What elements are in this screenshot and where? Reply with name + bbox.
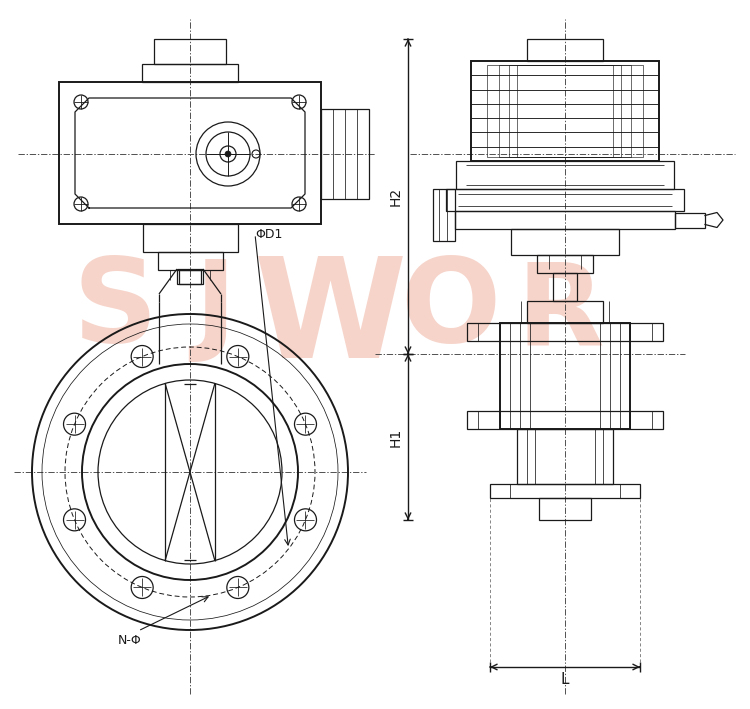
Text: L: L bbox=[561, 673, 569, 688]
Bar bbox=[517, 65, 613, 157]
Bar bbox=[471, 61, 659, 161]
Text: H2: H2 bbox=[389, 187, 403, 206]
Bar bbox=[455, 211, 675, 229]
Bar bbox=[142, 64, 238, 82]
Bar bbox=[517, 429, 613, 484]
Bar bbox=[487, 65, 643, 157]
Bar bbox=[630, 323, 652, 341]
Text: O: O bbox=[400, 252, 500, 367]
Bar bbox=[478, 411, 500, 429]
Bar bbox=[433, 189, 455, 241]
Bar bbox=[478, 323, 500, 341]
Bar bbox=[527, 39, 603, 61]
Text: J: J bbox=[194, 255, 236, 362]
Bar bbox=[630, 411, 652, 429]
Bar bbox=[500, 323, 630, 429]
Text: W: W bbox=[254, 252, 406, 386]
Bar bbox=[154, 39, 226, 64]
Bar bbox=[539, 498, 591, 520]
Bar bbox=[179, 270, 201, 284]
Bar bbox=[490, 484, 640, 498]
Bar bbox=[675, 213, 705, 228]
Bar bbox=[527, 301, 603, 323]
Text: S: S bbox=[73, 252, 158, 367]
Bar bbox=[467, 323, 663, 341]
Bar bbox=[177, 269, 203, 284]
Text: R: R bbox=[516, 259, 604, 369]
Text: ΦD1: ΦD1 bbox=[255, 228, 282, 240]
Bar bbox=[158, 252, 223, 270]
Bar bbox=[537, 255, 593, 273]
Bar bbox=[499, 65, 631, 157]
Bar bbox=[446, 189, 684, 211]
Bar bbox=[511, 229, 619, 255]
Bar bbox=[456, 161, 674, 189]
Bar bbox=[509, 65, 621, 157]
Bar bbox=[142, 224, 238, 252]
Bar bbox=[553, 273, 577, 301]
Bar bbox=[321, 109, 369, 199]
Bar bbox=[59, 82, 321, 224]
Circle shape bbox=[225, 151, 231, 157]
Bar bbox=[467, 411, 663, 429]
Text: N-Φ: N-Φ bbox=[118, 635, 142, 647]
Text: H1: H1 bbox=[389, 428, 403, 447]
